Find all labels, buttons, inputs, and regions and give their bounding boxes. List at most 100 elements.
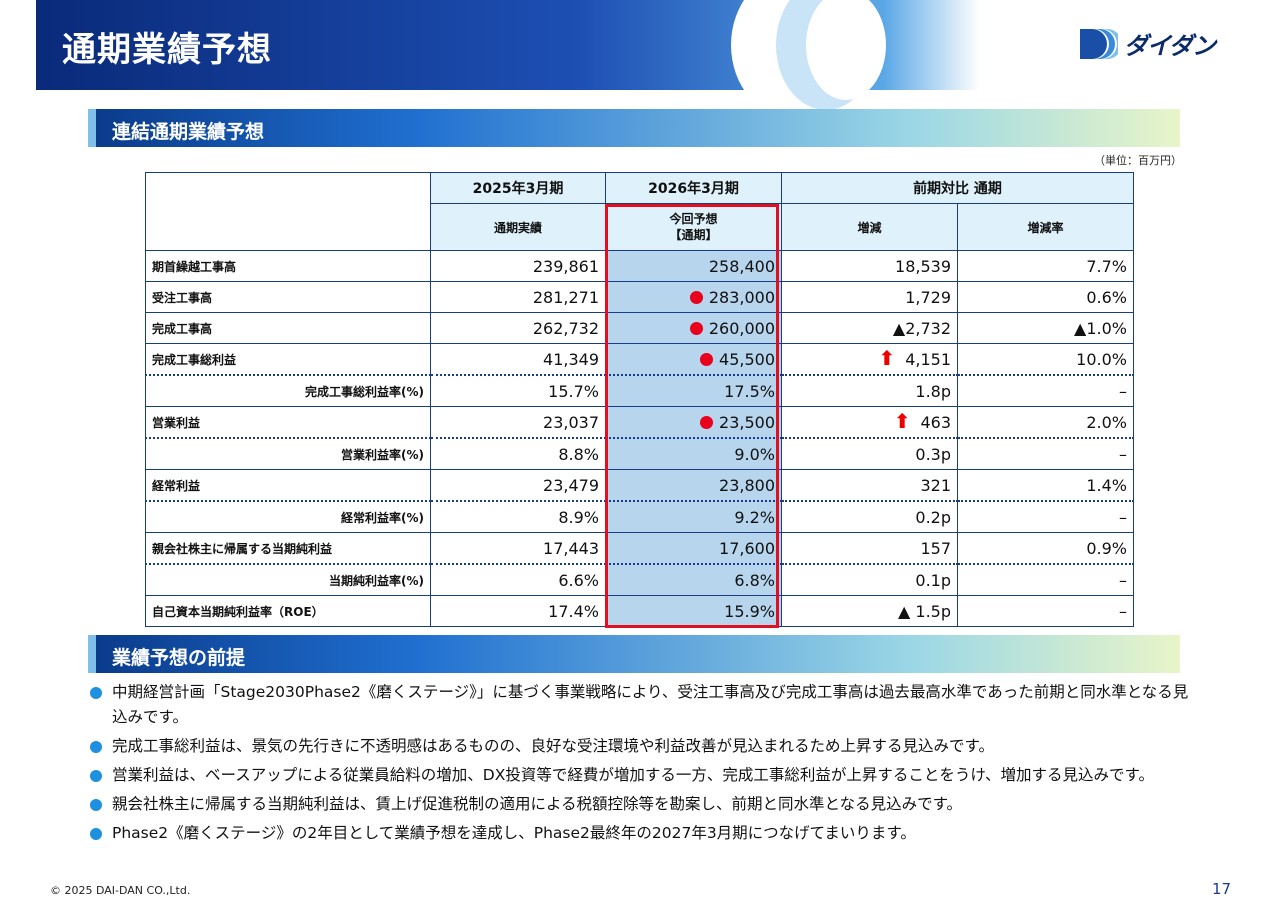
change-value: 157 xyxy=(781,532,958,565)
table-row: 営業利益 23,037 23,500 ⬆ 463 2.0% xyxy=(145,406,1134,439)
header-arc-decoration xyxy=(806,0,886,100)
table-row: 営業利益率(%) 8.8% 9.0% 0.3p – xyxy=(145,437,1134,470)
table-row: 受注工事高 281,271 283,000 1,729 0.6% xyxy=(145,281,1134,313)
table-row: 経常利益 23,479 23,800 321 1.4% xyxy=(145,469,1134,502)
forecast-value: 23,800 xyxy=(605,469,782,502)
forecast-cell: 45,500 xyxy=(605,343,782,376)
rate-value: 7.7% xyxy=(957,250,1134,282)
forecast-value: 283,000 xyxy=(708,287,775,307)
prev-value: 41,349 xyxy=(430,343,606,376)
prev-value: 15.7% xyxy=(430,374,606,407)
change-value: ▲ 1.5p xyxy=(781,595,958,627)
change-value: 18,539 xyxy=(781,250,958,282)
bullet-icon xyxy=(90,687,102,699)
table-row: 当期純利益率(%) 6.6% 6.8% 0.1p – xyxy=(145,563,1134,596)
change-value: 1,729 xyxy=(781,281,958,313)
row-label: 親会社株主に帰属する当期純利益 xyxy=(145,532,431,565)
list-item: 中期経営計画「Stage2030Phase2《磨くステージ》」に基づく事業戦略に… xyxy=(90,680,1200,730)
prev-value: 6.6% xyxy=(430,563,606,596)
forecast-value: 260,000 xyxy=(708,318,775,338)
forecast-value: 15.9% xyxy=(605,595,782,627)
rate-value: – xyxy=(957,595,1134,627)
table-row: 自己資本当期純利益率（ROE） 17.4% 15.9% ▲ 1.5p – xyxy=(145,595,1134,627)
prev-value: 17.4% xyxy=(430,595,606,627)
change-value: 321 xyxy=(781,469,958,502)
change-value: ▲2,732 xyxy=(781,312,958,344)
header-compare: 前期対比 通期 xyxy=(781,172,1134,204)
forecast-value: 9.0% xyxy=(605,437,782,470)
list-item-text: 営業利益は、ベースアップによる従業員給料の増加、DX投資等で経費が増加する一方、… xyxy=(112,766,1154,784)
row-label: 営業利益率(%) xyxy=(145,437,431,470)
forecast-value: 6.8% xyxy=(605,563,782,596)
list-item-text: 親会社株主に帰属する当期純利益は、賃上げ促進税制の適用による税額控除等を勘案し、… xyxy=(112,795,963,813)
header-change: 増減 xyxy=(781,203,958,251)
forecast-value: 17,600 xyxy=(605,532,782,565)
rate-value: 2.0% xyxy=(957,406,1134,439)
section-accent xyxy=(88,109,96,147)
rate-value: 1.4% xyxy=(957,469,1134,502)
table-row: 完成工事総利益率(%) 15.7% 17.5% 1.8p – xyxy=(145,374,1134,407)
list-item: 完成工事総利益は、景気の先行きに不透明感はあるものの、良好な受注環境や利益改善が… xyxy=(90,734,1200,759)
bullet-icon xyxy=(90,770,102,782)
section-accent xyxy=(88,635,96,673)
forecast-value: 258,400 xyxy=(605,250,782,282)
forecast-value: 17.5% xyxy=(605,374,782,407)
forecast-cell: 283,000 xyxy=(605,281,782,313)
row-label: 完成工事高 xyxy=(145,312,431,344)
bullet-icon xyxy=(90,741,102,753)
forecast-value: 9.2% xyxy=(605,500,782,533)
header-rate: 増減率 xyxy=(957,203,1134,251)
forecast-table: 2025年3月期 2026年3月期 前期対比 通期 通期実績 今回予想 【通期】… xyxy=(145,172,1134,627)
header-banner xyxy=(36,0,1246,120)
rate-value: – xyxy=(957,374,1134,407)
row-label: 受注工事高 xyxy=(145,281,431,313)
red-dot-icon xyxy=(700,415,714,429)
forecast-value: 23,500 xyxy=(719,412,775,432)
forecast-value: 45,500 xyxy=(719,349,775,369)
change-value: 463 xyxy=(920,412,951,432)
page-number: 17 xyxy=(1212,880,1232,898)
row-label: 期首繰越工事高 xyxy=(145,250,431,282)
change-value: 0.3p xyxy=(781,437,958,470)
list-item: 親会社株主に帰属する当期純利益は、賃上げ促進税制の適用による税額控除等を勘案し、… xyxy=(90,792,1200,817)
rate-value: ▲1.0% xyxy=(957,312,1134,344)
section-title: 連結通期業績予想 xyxy=(112,121,265,143)
row-label: 当期純利益率(%) xyxy=(145,563,431,596)
premise-list: 中期経営計画「Stage2030Phase2《磨くステージ》」に基づく事業戦略に… xyxy=(90,680,1200,850)
rate-value: – xyxy=(957,500,1134,533)
up-arrow-icon: ⬆ xyxy=(878,345,896,370)
table-row: 完成工事総利益 41,349 45,500 ⬆ 4,151 10.0% xyxy=(145,343,1134,376)
section-title: 業績予想の前提 xyxy=(112,647,246,669)
header-forecast: 今回予想 【通期】 xyxy=(605,203,782,251)
change-cell: ⬆ 463 xyxy=(781,406,958,439)
red-dot-icon xyxy=(689,321,703,335)
rate-value: 10.0% xyxy=(957,343,1134,376)
page-title: 通期業績予想 xyxy=(62,30,272,70)
header-fy2025: 2025年3月期 xyxy=(430,172,606,204)
rate-value: 0.9% xyxy=(957,532,1134,565)
table-row: 経常利益率(%) 8.9% 9.2% 0.2p – xyxy=(145,500,1134,533)
prev-value: 23,037 xyxy=(430,406,606,439)
up-arrow-icon: ⬆ xyxy=(893,408,911,433)
prev-value: 8.8% xyxy=(430,437,606,470)
prev-value: 23,479 xyxy=(430,469,606,502)
change-cell: ⬆ 4,151 xyxy=(781,343,958,376)
section-bar-forecast: 連結通期業績予想 xyxy=(88,109,1180,147)
table-row: 完成工事高 262,732 260,000 ▲2,732 ▲1.0% xyxy=(145,312,1134,344)
header-forecast-line2: 【通期】 xyxy=(669,228,718,242)
rate-value: 0.6% xyxy=(957,281,1134,313)
row-label: 完成工事総利益率(%) xyxy=(145,374,431,407)
unit-note: （単位：百万円） xyxy=(1094,154,1182,167)
change-value: 1.8p xyxy=(781,374,958,407)
table-row: 親会社株主に帰属する当期純利益 17,443 17,600 157 0.9% xyxy=(145,532,1134,565)
list-item: Phase2《磨くステージ》の2年目として業績予想を達成し、Phase2最終年の… xyxy=(90,821,1200,846)
red-dot-icon xyxy=(689,290,703,304)
prev-value: 262,732 xyxy=(430,312,606,344)
prev-value: 8.9% xyxy=(430,500,606,533)
copyright: © 2025 DAI-DAN CO.,Ltd. xyxy=(50,884,191,897)
list-item: 営業利益は、ベースアップによる従業員給料の増加、DX投資等で経費が増加する一方、… xyxy=(90,763,1200,788)
company-logo: ダイダン xyxy=(1080,26,1216,61)
list-item-text: 中期経営計画「Stage2030Phase2《磨くステージ》」に基づく事業戦略に… xyxy=(112,683,1189,726)
row-label: 営業利益 xyxy=(145,406,431,439)
change-value: 0.2p xyxy=(781,500,958,533)
